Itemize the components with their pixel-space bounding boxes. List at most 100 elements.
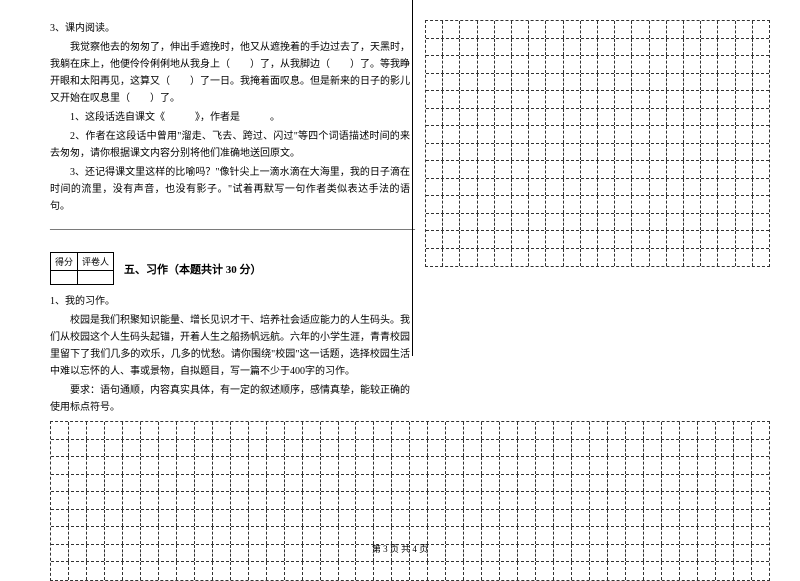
grid-cell <box>51 492 69 509</box>
grid-cell <box>177 492 195 509</box>
grid-cell <box>662 475 680 492</box>
grid-cell <box>736 109 753 126</box>
grid-cell <box>615 126 632 143</box>
grid-cell <box>632 249 649 267</box>
grid-cell <box>684 126 701 143</box>
grid-cell <box>195 475 213 492</box>
grid-cell <box>267 457 285 474</box>
grid-cell <box>177 457 195 474</box>
grid-cell <box>667 126 684 143</box>
grid-cell <box>500 492 518 509</box>
grid-cell <box>446 527 464 544</box>
grid-cell <box>478 249 495 267</box>
grid-row <box>426 109 769 127</box>
grid-cell <box>598 231 615 248</box>
grid-cell <box>123 422 141 439</box>
grid-cell <box>718 126 735 143</box>
grid-cell <box>632 126 649 143</box>
grid-cell <box>753 91 769 108</box>
grid-cell <box>752 492 769 509</box>
grid-cell <box>615 74 632 91</box>
grid-row <box>51 457 769 475</box>
grid-cell <box>590 475 608 492</box>
grid-cell <box>736 214 753 231</box>
grid-cell <box>581 231 598 248</box>
grid-cell <box>546 179 563 196</box>
grid-cell <box>213 440 231 457</box>
grid-cell <box>598 39 615 56</box>
grid-cell <box>495 91 512 108</box>
grid-cell <box>249 510 267 527</box>
grid-cell <box>231 545 249 562</box>
grid-cell <box>626 475 644 492</box>
grid-cell <box>392 440 410 457</box>
grid-cell <box>581 126 598 143</box>
grid-cell <box>529 249 546 267</box>
grid-cell <box>478 161 495 178</box>
grid-cell <box>598 74 615 91</box>
grid-cell <box>667 231 684 248</box>
grid-cell <box>667 21 684 38</box>
writing-p2: 要求：语句通顺，内容真实具体，有一定的叙述顺序，感情真挚，能较正确的使用标点符号… <box>50 382 410 416</box>
grid-cell <box>698 422 716 439</box>
grid-cell <box>428 440 446 457</box>
grid-cell <box>718 214 735 231</box>
reading-passage: 我觉察他去的匆匆了，伸出手遮挽时，他又从遮挽着的手边过去了，天黑时，我躺在床上，… <box>50 39 410 107</box>
grid-cell <box>460 126 477 143</box>
grid-cell <box>684 56 701 73</box>
grid-cell <box>736 249 753 267</box>
grid-cell <box>581 56 598 73</box>
grid-cell <box>753 196 769 213</box>
grid-cell <box>105 527 123 544</box>
grid-cell <box>478 91 495 108</box>
grid-cell <box>460 179 477 196</box>
grid-cell <box>495 249 512 267</box>
grid-cell <box>356 422 374 439</box>
grid-cell <box>644 510 662 527</box>
grid-cell <box>581 249 598 267</box>
grid-cell <box>478 196 495 213</box>
grid-cell <box>716 492 734 509</box>
grid-cell <box>650 74 667 91</box>
grid-cell <box>698 510 716 527</box>
grid-row <box>426 56 769 74</box>
grid-cell <box>564 21 581 38</box>
grid-cell <box>564 249 581 267</box>
grid-cell <box>464 475 482 492</box>
grid-cell <box>529 126 546 143</box>
grid-cell <box>374 422 392 439</box>
grid-cell <box>572 440 590 457</box>
grid-cell <box>303 510 321 527</box>
grid-cell <box>536 510 554 527</box>
grid-cell <box>87 475 105 492</box>
grid-cell <box>644 545 662 562</box>
grid-cell <box>529 231 546 248</box>
grid-cell <box>428 475 446 492</box>
grid-cell <box>701 39 718 56</box>
grid-row <box>51 510 769 528</box>
grid-cell <box>482 510 500 527</box>
grid-cell <box>650 161 667 178</box>
grid-cell <box>285 440 303 457</box>
grid-cell <box>195 457 213 474</box>
grid-cell <box>546 39 563 56</box>
grid-cell <box>736 21 753 38</box>
grid-cell <box>662 510 680 527</box>
grid-cell <box>684 196 701 213</box>
grid-cell <box>667 74 684 91</box>
grid-cell <box>339 527 357 544</box>
grid-cell <box>536 422 554 439</box>
grid-cell <box>410 440 428 457</box>
grid-cell <box>460 56 477 73</box>
grid-cell <box>536 492 554 509</box>
grid-cell <box>482 422 500 439</box>
grid-cell <box>626 527 644 544</box>
grid-cell <box>581 196 598 213</box>
grid-cell <box>632 21 649 38</box>
grid-cell <box>141 492 159 509</box>
grid-cell <box>443 179 460 196</box>
grid-cell <box>680 440 698 457</box>
grid-cell <box>632 56 649 73</box>
grid-cell <box>478 179 495 196</box>
grid-cell <box>213 422 231 439</box>
